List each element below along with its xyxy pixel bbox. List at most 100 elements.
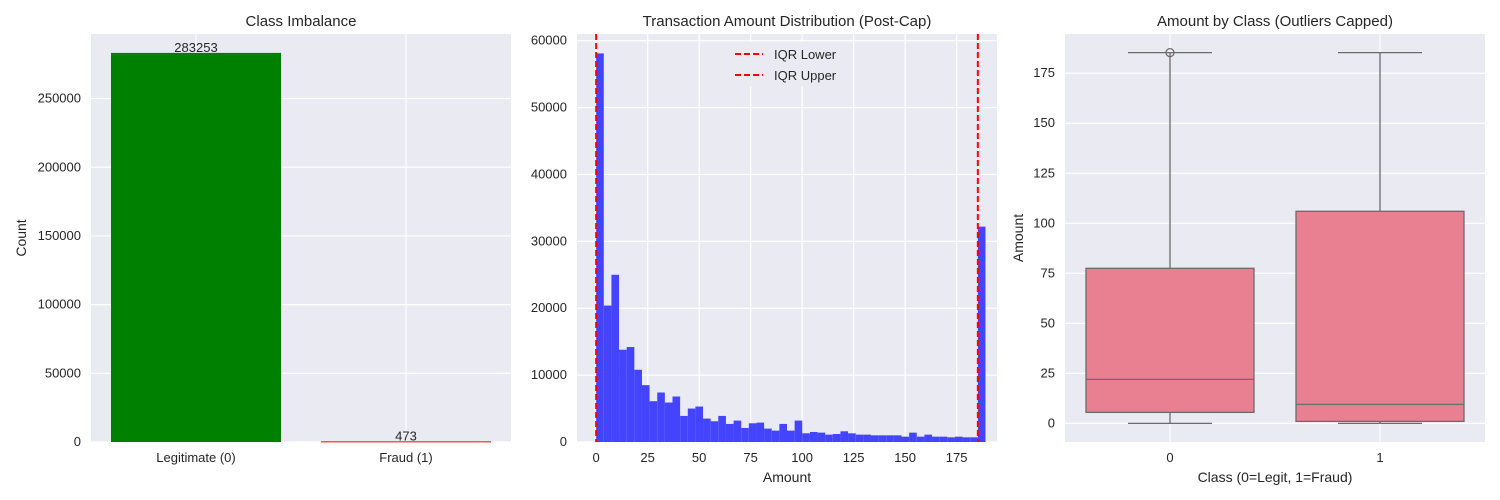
hist-bar-41 bbox=[909, 432, 917, 442]
hist-bar-21 bbox=[756, 422, 765, 442]
y-tick-label-0: 0 bbox=[74, 434, 81, 449]
hist-bar-39 bbox=[893, 435, 902, 442]
x-tick-label-1: 1 bbox=[1376, 450, 1383, 465]
hist-bar-7 bbox=[649, 401, 658, 442]
hist-bar-36 bbox=[870, 435, 879, 442]
hist-bar-6 bbox=[641, 385, 650, 442]
x-tick-label-0: Legitimate (0) bbox=[156, 450, 235, 465]
hist-bar-23 bbox=[771, 430, 780, 442]
hist-bar-45 bbox=[939, 436, 948, 442]
hist-bar-5 bbox=[634, 369, 642, 442]
legend-label-iqr-upper: IQR Upper bbox=[774, 68, 837, 83]
data-label-1: 473 bbox=[395, 428, 417, 443]
y-axis-label-3: Amount bbox=[1010, 214, 1026, 262]
hist-bar-18 bbox=[733, 420, 742, 442]
y-tick-label-0: 0 bbox=[1048, 415, 1055, 430]
chart-title-1: Class Imbalance bbox=[246, 13, 357, 30]
chart-title-3: Amount by Class (Outliers Capped) bbox=[1157, 13, 1393, 30]
hist-bar-9 bbox=[664, 402, 673, 442]
y-tick-label-3: 150000 bbox=[38, 228, 81, 243]
x-tick-label-0: 0 bbox=[593, 450, 600, 465]
x-axis-label-3: Class (0=Legit, 1=Fraud) bbox=[1198, 469, 1353, 485]
legend-label-iqr-lower: IQR Lower bbox=[774, 47, 837, 62]
legend-box bbox=[727, 42, 852, 86]
hist-bar-26 bbox=[794, 420, 803, 442]
chart-title-2: Transaction Amount Distribution (Post-Ca… bbox=[643, 13, 932, 30]
y-tick-label-1: 50000 bbox=[45, 365, 81, 380]
box-0 bbox=[1085, 267, 1255, 414]
hist-bar-42 bbox=[916, 436, 925, 442]
histogram-bars bbox=[596, 53, 986, 442]
hist-bar-16 bbox=[718, 415, 726, 442]
boxes bbox=[1085, 47, 1465, 425]
x-axis-label-2: Amount bbox=[763, 469, 811, 485]
y-tick-label-7: 175 bbox=[1033, 65, 1055, 80]
y-tick-label-5: 250000 bbox=[38, 91, 81, 106]
hist-bar-33 bbox=[848, 433, 856, 442]
data-labels-1: 283253 473 bbox=[174, 40, 417, 443]
panel-amount-distribution: 0 10000 20000 30000 40000 50000 60000 0 25 50 75 1… bbox=[531, 13, 997, 485]
hist-bar-35 bbox=[863, 434, 871, 442]
x-tick-label-0: 0 bbox=[1166, 450, 1173, 465]
hist-bar-11 bbox=[680, 415, 688, 442]
hist-bar-38 bbox=[886, 435, 894, 442]
hist-bar-49 bbox=[970, 437, 978, 442]
hist-bar-12 bbox=[687, 408, 696, 442]
x-tick-label-6: 150 bbox=[894, 450, 916, 465]
hist-bar-20 bbox=[748, 423, 757, 442]
y-tick-label-2: 50 bbox=[1041, 315, 1055, 330]
y-tick-label-0: 0 bbox=[560, 434, 567, 449]
hist-bar-50 bbox=[977, 226, 986, 442]
x-tick-label-1: Fraud (1) bbox=[379, 450, 432, 465]
iqr-lines bbox=[595, 34, 979, 442]
hist-bar-15 bbox=[710, 421, 719, 442]
hist-bar-8 bbox=[657, 392, 665, 442]
x-ticks-1: Legitimate (0) Fraud (1) bbox=[156, 450, 432, 465]
hist-bar-22 bbox=[764, 428, 772, 442]
y-tick-label-6: 60000 bbox=[531, 33, 567, 48]
bar-0 bbox=[111, 52, 281, 443]
y-axis-label-1: Count bbox=[13, 219, 29, 256]
hist-bar-19 bbox=[741, 427, 749, 442]
hist-bar-48 bbox=[962, 437, 971, 442]
hist-bar-27 bbox=[802, 433, 810, 442]
y-tick-label-3: 30000 bbox=[531, 233, 567, 248]
hist-bar-25 bbox=[787, 430, 795, 442]
hist-bar-24 bbox=[779, 423, 787, 442]
hist-bar-43 bbox=[924, 434, 933, 442]
hist-bar-30 bbox=[825, 434, 833, 442]
hist-bar-17 bbox=[725, 423, 734, 442]
y-tick-label-5: 50000 bbox=[531, 100, 567, 115]
y-tick-label-2: 100000 bbox=[38, 297, 81, 312]
hist-bar-47 bbox=[954, 436, 963, 442]
x-tick-label-2: 50 bbox=[692, 450, 706, 465]
x-tick-label-4: 100 bbox=[791, 450, 813, 465]
hist-bar-28 bbox=[809, 431, 818, 442]
hist-bar-14 bbox=[703, 418, 711, 442]
y-tick-label-3: 75 bbox=[1041, 265, 1055, 280]
outlier-0-0 bbox=[1165, 47, 1175, 58]
y-tick-label-1: 10000 bbox=[531, 367, 567, 382]
plot-area-2 bbox=[577, 34, 997, 442]
hist-bar-32 bbox=[840, 431, 849, 442]
hist-bar-46 bbox=[947, 437, 955, 442]
y-tick-label-2: 20000 bbox=[531, 300, 567, 315]
y-tick-label-1: 25 bbox=[1041, 365, 1055, 380]
box-1 bbox=[1295, 210, 1465, 423]
hist-bar-2 bbox=[611, 274, 620, 442]
hist-bar-3 bbox=[619, 349, 627, 442]
hist-bar-29 bbox=[817, 432, 826, 442]
y-tick-label-4: 40000 bbox=[531, 166, 567, 181]
hist-bar-44 bbox=[932, 436, 940, 442]
y-tick-label-6: 150 bbox=[1033, 115, 1055, 130]
legend: IQR Lower IQR Upper bbox=[727, 42, 852, 86]
y-ticks-3: 0 25 50 75 100 125 150 175 bbox=[1033, 65, 1055, 430]
hist-bar-34 bbox=[855, 434, 864, 442]
hist-bar-0 bbox=[596, 53, 604, 442]
hist-bar-1 bbox=[603, 305, 612, 442]
x-tick-label-3: 75 bbox=[743, 450, 757, 465]
y-ticks-1: 0 50000 100000 150000 200000 250000 bbox=[38, 91, 81, 449]
